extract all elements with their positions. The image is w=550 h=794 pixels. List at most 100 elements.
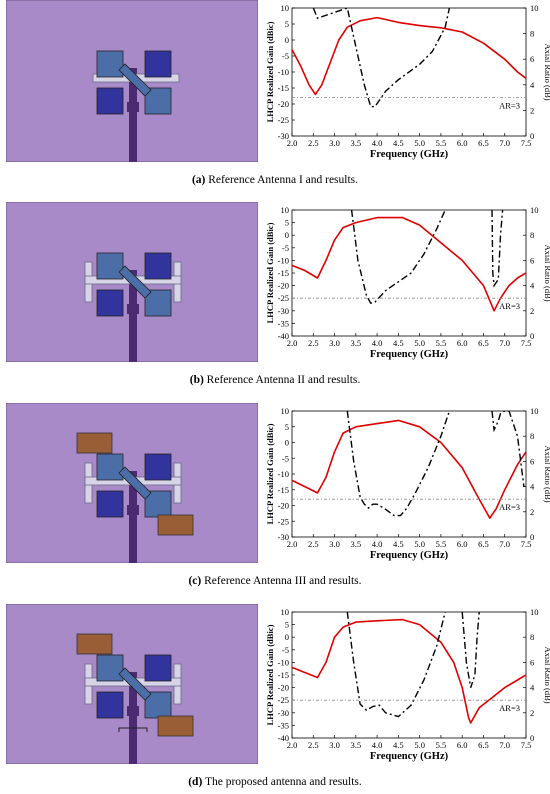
x-tick-label: 4.5 bbox=[393, 338, 404, 348]
feed-block bbox=[127, 706, 139, 716]
patch-top-right bbox=[144, 453, 172, 481]
x-tick-label: 4.5 bbox=[393, 539, 404, 549]
y-left-tick-label: -15 bbox=[278, 83, 289, 93]
y-left-tick-label: 10 bbox=[281, 607, 290, 617]
y-right-tick-label: 6 bbox=[530, 255, 534, 265]
y-left-tick-label: -10 bbox=[278, 255, 289, 265]
results-plot-b: 2.0 2.5 3.0 3.5 4.0 4.5 5.0 5.5 6.0 6.5 7.0 7.5 10 5 0… bbox=[265, 205, 550, 360]
x-tick-label: 3.5 bbox=[351, 338, 362, 348]
plot-frame bbox=[291, 209, 527, 337]
axial-ratio-series-line bbox=[312, 8, 451, 108]
y-right-tick-label: 4 bbox=[530, 281, 535, 291]
axial-ratio-series-line bbox=[461, 612, 480, 688]
x-tick-label: 4.0 bbox=[372, 740, 383, 750]
x-tick-label: 3.5 bbox=[351, 740, 362, 750]
plot-series-group bbox=[292, 411, 526, 519]
x-tick-label: 4.0 bbox=[372, 138, 383, 148]
caption-b: (b) Reference Antenna II and results. bbox=[0, 374, 550, 386]
feed-line bbox=[129, 270, 137, 362]
y-left-tick-label: 5 bbox=[285, 19, 289, 29]
y-right-tick-label: 4 bbox=[530, 683, 535, 693]
x-tick-label: 7.5 bbox=[521, 740, 532, 750]
y-left-tick-label: -5 bbox=[282, 645, 289, 655]
plot-series-group bbox=[292, 210, 526, 312]
x-tick-label: 4.0 bbox=[372, 539, 383, 549]
y-left-tick-label: -40 bbox=[278, 331, 289, 341]
gain-series-line bbox=[292, 216, 526, 312]
y-right-axis-title: Axial Ratio (dB) bbox=[543, 43, 550, 100]
y-left-tick-label: -20 bbox=[278, 501, 289, 511]
y-right-tick-label: 6 bbox=[530, 54, 534, 64]
x-tick-label: 2.5 bbox=[308, 539, 319, 549]
patch-bottom-right bbox=[144, 87, 172, 115]
y-right-tick-label: 0 bbox=[530, 733, 534, 743]
y-right-tick-label: 8 bbox=[530, 29, 534, 39]
x-tick-label: 5.0 bbox=[414, 138, 425, 148]
ar-threshold-label: AR=3 bbox=[499, 703, 520, 713]
y-left-tick-label: -5 bbox=[282, 51, 289, 61]
x-tick-label: 3.0 bbox=[329, 539, 340, 549]
caption-label: (a) bbox=[191, 174, 206, 186]
y-left-tick-label: -10 bbox=[278, 469, 289, 479]
y-right-tick-label: 2 bbox=[530, 306, 534, 316]
x-tick-label: 5.0 bbox=[414, 539, 425, 549]
y-left-tick-label: -30 bbox=[278, 708, 289, 718]
x-axis-title: Frequency (GHz) bbox=[370, 550, 449, 561]
caption-d: (d) The proposed antenna and results. bbox=[0, 776, 550, 788]
y-right-tick-label: 6 bbox=[530, 456, 534, 466]
x-tick-label: 3.5 bbox=[351, 138, 362, 148]
x-tick-label: 3.5 bbox=[351, 539, 362, 549]
y-left-axis-title: LHCP Realized Gain (dBic) bbox=[265, 624, 275, 725]
x-tick-label: 7.0 bbox=[499, 539, 510, 549]
results-plot-c: 2.0 2.5 3.0 3.5 4.0 4.5 5.0 5.5 6.0 6.5 7.0 7.5 10 5 0… bbox=[265, 406, 550, 561]
y-right-tick-label: 8 bbox=[530, 632, 534, 642]
y-right-tick-label: 2 bbox=[530, 105, 534, 115]
patch-top-left bbox=[96, 654, 124, 682]
x-tick-label: 5.5 bbox=[436, 740, 447, 750]
x-tick-label: 2.0 bbox=[287, 740, 298, 750]
gain-series-line bbox=[292, 419, 526, 519]
feed-line bbox=[129, 68, 137, 162]
y-right-tick-label: 10 bbox=[530, 205, 539, 215]
y-left-tick-label: 0 bbox=[285, 632, 289, 642]
y-left-tick-label: -20 bbox=[278, 99, 289, 109]
y-left-tick-label: 10 bbox=[281, 3, 290, 13]
gain-series-line bbox=[292, 16, 526, 96]
feed-stub bbox=[118, 727, 148, 732]
caption-c: (c) Reference Antenna III and results. bbox=[0, 575, 550, 587]
y-left-tick-label: -10 bbox=[278, 67, 289, 77]
ar-threshold-label: AR=3 bbox=[499, 101, 520, 111]
x-tick-label: 5.0 bbox=[414, 740, 425, 750]
caption-label: (c) bbox=[188, 575, 202, 587]
y-right-tick-label: 0 bbox=[530, 331, 534, 341]
x-tick-label: 3.0 bbox=[329, 740, 340, 750]
y-left-tick-label: 10 bbox=[281, 205, 290, 215]
x-tick-label: 5.5 bbox=[436, 338, 447, 348]
ar-threshold-label: AR=3 bbox=[499, 502, 520, 512]
diagonal-strip bbox=[118, 667, 152, 701]
caption-a: (a) Reference Antenna I and results. bbox=[0, 174, 550, 186]
y-left-tick-label: -5 bbox=[282, 453, 289, 463]
axial-ratio-series-line bbox=[346, 612, 446, 718]
axial-ratio-series-line bbox=[491, 210, 504, 288]
x-tick-label: 7.5 bbox=[521, 539, 532, 549]
patch-top-right bbox=[144, 252, 172, 280]
y-right-tick-label: 10 bbox=[530, 406, 539, 416]
caption-text: The proposed antenna and results. bbox=[204, 776, 362, 788]
y-right-tick-label: 0 bbox=[530, 532, 534, 542]
feed-block bbox=[127, 505, 139, 515]
x-tick-label: 6.5 bbox=[478, 740, 489, 750]
patch-top-left bbox=[96, 453, 124, 481]
y-left-axis-title: LHCP Realized Gain (dBic) bbox=[265, 222, 275, 323]
x-tick-label: 6.0 bbox=[457, 338, 468, 348]
x-tick-label: 4.5 bbox=[393, 740, 404, 750]
patch-top-left bbox=[96, 252, 124, 280]
x-tick-label: 7.5 bbox=[521, 138, 532, 148]
x-axis-title: Frequency (GHz) bbox=[370, 751, 449, 762]
results-plot-a: 2.0 2.5 3.0 3.5 4.0 4.5 5.0 5.5 6.0 6.5 7.0 7.5 10 5 0… bbox=[265, 3, 550, 160]
patch-bottom-right bbox=[144, 289, 172, 317]
x-tick-label: 4.5 bbox=[393, 138, 404, 148]
feed-block bbox=[127, 304, 139, 314]
x-tick-label: 6.0 bbox=[457, 138, 468, 148]
y-left-axis-title: LHCP Realized Gain (dBic) bbox=[265, 21, 275, 122]
